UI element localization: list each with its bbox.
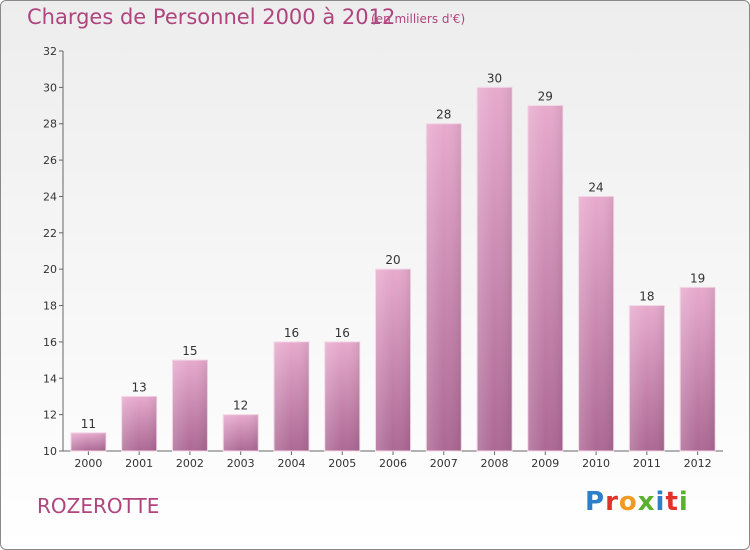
bar-shade [477, 87, 513, 451]
bar-shade [223, 414, 259, 451]
x-tick-label: 2006 [379, 457, 407, 470]
y-tick-label: 18 [43, 300, 57, 313]
bar-shade [375, 269, 411, 451]
logo-letter: i [678, 487, 689, 517]
y-tick-label: 30 [43, 81, 57, 94]
logo-letter: P [585, 487, 606, 517]
bar-shade [273, 341, 309, 451]
bar-shade [426, 123, 462, 452]
x-tick-label: 2002 [176, 457, 204, 470]
bar-value-label: 11 [81, 417, 96, 431]
y-tick-label: 10 [43, 445, 57, 458]
axes: 10 12 14 16 18 20 22 24 26 28 30 32 2000 2001 2002 2003… [43, 45, 723, 470]
x-tick-label: 2001 [125, 457, 153, 470]
y-tick-label: 26 [43, 154, 57, 167]
bar-shade [578, 196, 614, 451]
bar-value-label: 29 [538, 90, 553, 104]
x-tick-label: 2005 [328, 457, 356, 470]
logo-letter: o [618, 487, 638, 517]
x-tick-label: 2004 [277, 457, 305, 470]
bar-value-label: 18 [639, 290, 654, 304]
y-tick-label: 22 [43, 227, 57, 240]
bar-shade [527, 105, 563, 451]
bar-shade [70, 432, 106, 451]
bar-value-label: 13 [132, 380, 147, 394]
x-tick-label: 2003 [227, 457, 255, 470]
bar-value-label: 16 [284, 326, 299, 340]
chart-subtitle: (en milliers d'€) [371, 12, 466, 26]
commune-name: ROZEROTTE [37, 494, 160, 518]
y-tick-label: 28 [43, 118, 57, 131]
bar-value-label: 16 [335, 326, 350, 340]
bar-value-label: 12 [233, 399, 248, 413]
logo-letter: t [665, 487, 679, 517]
bar-value-label: 24 [588, 180, 603, 194]
x-tick-label: 2010 [582, 457, 610, 470]
x-tick-label: 2008 [481, 457, 509, 470]
x-tick-label: 2012 [684, 457, 712, 470]
y-tick-label: 14 [43, 372, 57, 385]
chart-title: Charges de Personnel 2000 à 2012 [27, 5, 396, 29]
bar-shade [172, 360, 208, 451]
bar-shade [629, 305, 665, 451]
bars: 11 13 15 12 16 16 20 28 30 29 24 18 19 [70, 71, 716, 452]
proxiti-logo: Proxiti [585, 487, 689, 517]
x-tick-label: 2011 [633, 457, 661, 470]
y-tick-label: 20 [43, 263, 57, 276]
bar-value-label: 28 [436, 108, 451, 122]
y-tick-label: 12 [43, 409, 57, 422]
bar-value-label: 19 [690, 271, 705, 285]
logo-letter: x [637, 487, 656, 517]
y-tick-label: 16 [43, 336, 57, 349]
bar-value-label: 20 [385, 253, 400, 267]
y-tick-label: 24 [43, 190, 57, 203]
bar-shade [680, 287, 716, 451]
bar-value-label: 15 [182, 344, 197, 358]
bar-shade [121, 396, 157, 451]
bar-value-label: 30 [487, 71, 502, 85]
y-tick-label: 32 [43, 45, 57, 58]
x-tick-label: 2007 [430, 457, 458, 470]
logo-letter: i [655, 487, 666, 517]
x-tick-label: 2009 [531, 457, 559, 470]
logo-letter: r [605, 487, 619, 517]
x-tick-label: 2000 [74, 457, 102, 470]
bar-shade [324, 341, 360, 451]
